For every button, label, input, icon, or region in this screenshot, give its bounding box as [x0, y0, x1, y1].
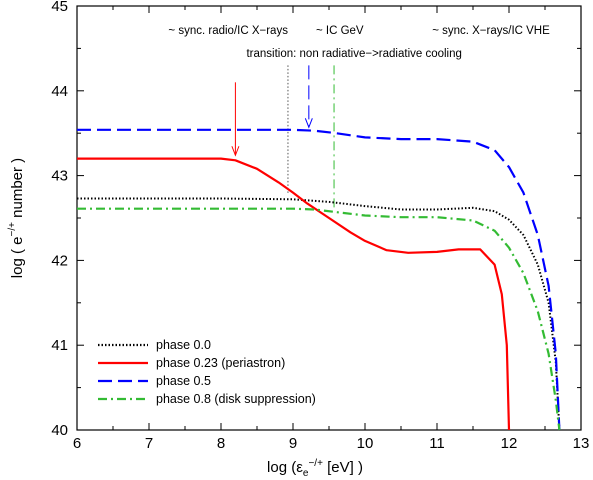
transition-label: transition: non radiative−>radiative coo…	[246, 48, 461, 60]
region-label: ~ sync. radio/IC X−rays	[168, 25, 288, 37]
legend: phase 0.0 phase 0.23 (periastron) phase 0.…	[98, 338, 316, 406]
legend-label: phase 0.8 (disk suppression)	[156, 392, 316, 406]
y-tick-labels: 40 41 42 43 44 45	[51, 0, 68, 439]
x-axis-label: log (εe−/+ [eV] )	[267, 458, 363, 479]
x-tick-label: 7	[145, 435, 153, 452]
y-axis-label: log ( e−/+ number )	[7, 158, 26, 278]
x-tick-label: 13	[573, 435, 590, 452]
x-tick-label: 11	[429, 435, 445, 452]
legend-label: phase 0.0	[156, 338, 211, 352]
top-annotations: ~ sync. radio/IC X−rays ~ IC GeV ~ sync. X…	[168, 25, 550, 60]
y-tick-label: 44	[51, 83, 68, 100]
x-tick-label: 8	[217, 435, 225, 452]
transition-arrowhead	[304, 118, 313, 129]
transition-arrowhead	[231, 146, 240, 157]
y-tick-label: 40	[51, 422, 68, 439]
x-tick-labels: 6 7 8 9 10 11 12 13	[73, 435, 590, 452]
axis-ticks	[76, 5, 582, 431]
series-line	[77, 197, 561, 431]
y-tick-label: 41	[51, 337, 68, 354]
data-series	[77, 128, 561, 431]
y-tick-label: 45	[51, 0, 68, 15]
transition-markers	[231, 65, 335, 212]
legend-label: phase 0.23 (periastron)	[156, 356, 285, 370]
series-line	[77, 207, 561, 431]
x-tick-label: 9	[289, 435, 297, 452]
series-line	[77, 157, 511, 431]
legend-label: phase 0.5	[156, 374, 211, 388]
series-line	[77, 128, 561, 431]
x-tick-label: 6	[73, 435, 81, 452]
x-tick-label: 12	[501, 435, 518, 452]
x-tick-label: 10	[357, 435, 374, 452]
region-label: ~ IC GeV	[316, 25, 364, 37]
region-label: ~ sync. X−rays/IC VHE	[432, 25, 550, 37]
y-tick-label: 42	[51, 252, 68, 269]
y-tick-label: 43	[51, 168, 68, 185]
